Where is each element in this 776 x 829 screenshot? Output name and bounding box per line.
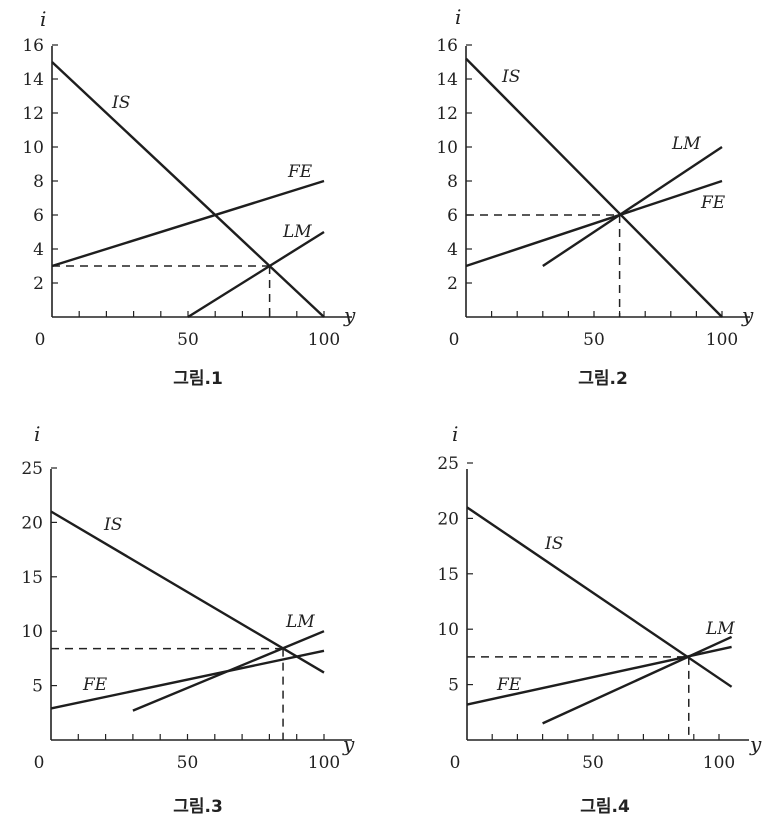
chart-panel-2: 2 4 6 8 10 12 14 16 50 100 0 i y IS FE LM 그림.2 [436, 5, 754, 389]
y-tick-label: 12 [22, 104, 44, 124]
y-axis-title: i [34, 422, 40, 446]
lm-label: LM [705, 619, 735, 639]
x-axis-title: y [741, 303, 754, 327]
chart-panel-1: 2 4 6 8 10 12 14 16 50 100 0 i y IS FE LM 그림.1 [22, 7, 356, 389]
y-axis-title: i [455, 5, 461, 29]
y-tick-label: 10 [22, 138, 44, 158]
origin-label: 0 [34, 753, 45, 773]
fe-label: FE [700, 193, 726, 213]
y-tick-label: 6 [447, 206, 458, 226]
y-tick-label: 8 [33, 172, 44, 192]
x-tick-label: 50 [582, 753, 604, 773]
y-tick-label: 10 [21, 622, 43, 642]
y-tick-label: 10 [436, 138, 458, 158]
y-tick-label: 14 [436, 70, 458, 90]
is-curve [50, 510, 325, 674]
x-tick-label: 50 [177, 753, 199, 773]
lm-label: LM [285, 612, 315, 632]
is-curve [466, 506, 733, 688]
fe-label: FE [287, 162, 313, 182]
origin-label: 0 [35, 330, 46, 350]
y-tick-label: 20 [21, 513, 43, 533]
lm-curve [187, 230, 325, 319]
y-tick-label: 8 [447, 172, 458, 192]
y-tick-label: 4 [447, 240, 458, 260]
origin-label: 0 [450, 753, 461, 773]
y-tick-label: 20 [437, 509, 459, 529]
x-tick-label: 50 [583, 330, 605, 350]
lm-label: LM [671, 134, 701, 154]
x-tick-label: 100 [308, 330, 340, 350]
is-label: IS [103, 515, 122, 535]
y-tick-label: 25 [437, 454, 459, 474]
lm-curve [542, 146, 723, 267]
y-tick-label: 5 [32, 677, 43, 697]
y-tick-label: 2 [33, 274, 44, 294]
figure-caption: 그림.4 [580, 797, 630, 817]
y-tick-label: 10 [437, 620, 459, 640]
x-tick-label: 100 [308, 753, 340, 773]
y-tick-label: 2 [447, 274, 458, 294]
fe-label: FE [496, 675, 522, 695]
y-tick-label: 6 [33, 206, 44, 226]
y-tick-label: 12 [436, 104, 458, 124]
chart-panel-4: 5 10 15 20 25 50 100 0 i y IS LM FE 그림.4 [437, 422, 762, 817]
x-axis-title: y [342, 732, 355, 756]
is-curve [465, 57, 723, 318]
y-tick-label: 4 [33, 240, 44, 260]
origin-label: 0 [449, 330, 460, 350]
y-tick-label: 15 [437, 565, 459, 585]
fe-label: FE [82, 675, 108, 695]
chart-panel-3: 5 10 15 20 25 50 100 0 i y IS LM FE 그림.3 [21, 422, 355, 817]
y-axis-title: i [40, 7, 46, 31]
y-tick-label: 5 [448, 676, 459, 696]
fe-curve [466, 645, 732, 706]
x-tick-label: 100 [703, 753, 735, 773]
y-tick-label: 14 [22, 70, 44, 90]
is-curve [51, 61, 325, 318]
x-axis-title: y [749, 732, 762, 756]
figure-caption: 그림.2 [578, 369, 628, 389]
y-tick-label: 15 [21, 568, 43, 588]
y-tick-label: 25 [21, 459, 43, 479]
is-label: IS [544, 534, 563, 554]
x-tick-label: 100 [706, 330, 738, 350]
y-axis-title: i [452, 422, 458, 446]
figure-caption: 그림.1 [173, 369, 223, 389]
y-tick-label: 16 [22, 36, 44, 56]
lm-label: LM [282, 222, 312, 242]
figure-caption: 그림.3 [173, 797, 223, 817]
y-tick-label: 16 [436, 36, 458, 56]
x-tick-label: 50 [177, 330, 199, 350]
fe-curve [465, 179, 723, 268]
fe-curve [51, 179, 325, 268]
fe-curve [50, 649, 325, 710]
x-axis-title: y [343, 303, 356, 327]
is-label: IS [111, 93, 130, 113]
is-label: IS [501, 67, 520, 87]
lm-curve [542, 635, 733, 725]
